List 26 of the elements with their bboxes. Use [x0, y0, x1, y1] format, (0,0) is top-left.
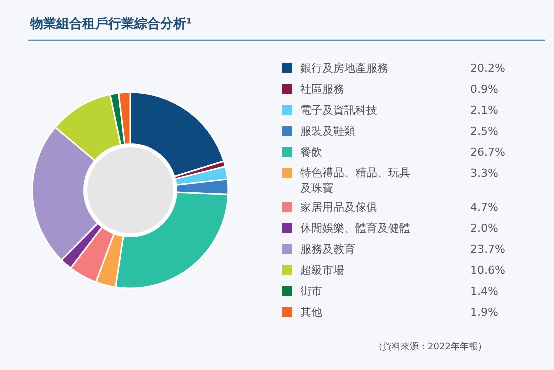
legend-label: 社區服務: [300, 83, 344, 96]
legend-label: 家居用品及傢俱: [300, 201, 378, 214]
legend-label: 電子及資訊科技: [300, 104, 378, 117]
data-label: 10.6%: [470, 264, 506, 277]
legend-label: 街市: [300, 285, 322, 298]
legend-label: 銀行及房地產服務: [300, 62, 388, 75]
data-label: 20.2%: [470, 62, 506, 75]
data-label: 23.7%: [470, 243, 506, 256]
data-label: 1.9%: [470, 306, 498, 319]
chart-title: 物業組合租戶行業綜合分析¹: [30, 16, 192, 32]
legend-label: 超級市場: [300, 264, 344, 277]
data-label: 26.7%: [470, 146, 506, 159]
legend-label: 服務及教育: [300, 243, 356, 256]
data-label: 4.7%: [470, 201, 498, 214]
data-label: 1.4%: [470, 285, 498, 298]
legend-label: 餐飲: [300, 146, 322, 159]
data-label: 3.3%: [470, 167, 498, 180]
data-label: 2.0%: [470, 222, 498, 235]
legend-label: 特色禮品、精品、玩具及珠寶: [300, 166, 410, 196]
legend-label: 服裝及鞋類: [300, 125, 356, 138]
data-label: 2.5%: [470, 125, 498, 138]
data-label: 0.9%: [470, 83, 498, 96]
text: （資料來源：2022年年報）: [374, 342, 487, 352]
data-label: 2.1%: [470, 104, 498, 117]
legend-label: 其他: [300, 306, 322, 319]
legend-label: 休閒娛樂、體育及健體: [300, 222, 410, 235]
